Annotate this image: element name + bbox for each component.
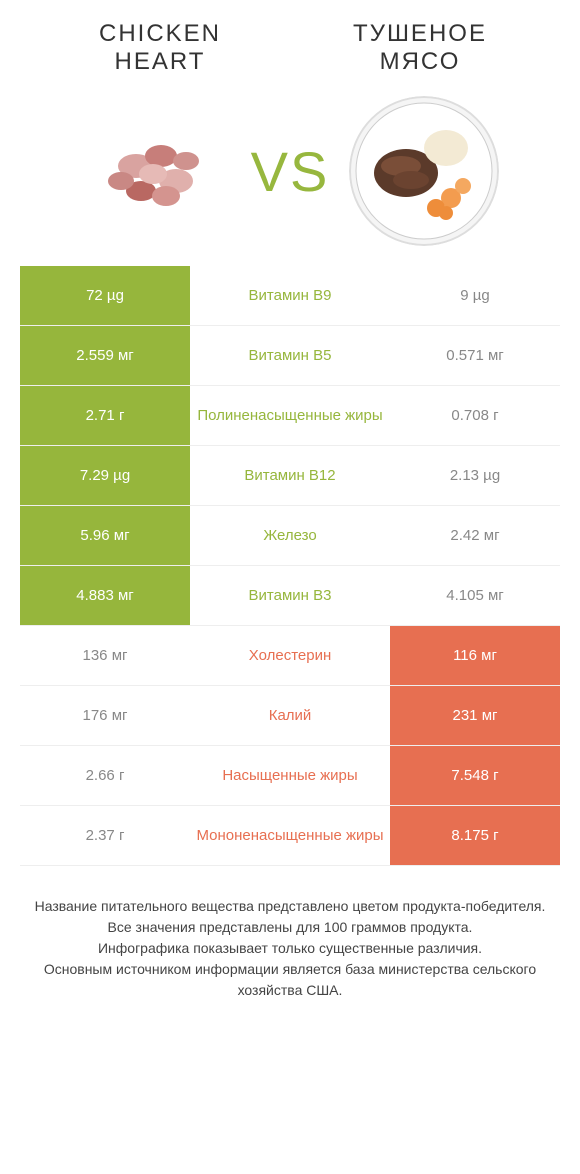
left-value-cell: 5.96 мг <box>20 506 190 565</box>
nutrient-name-cell: Витамин B3 <box>190 566 390 625</box>
right-value-cell: 4.105 мг <box>390 566 560 625</box>
footer-line: Название питательного вещества представл… <box>20 896 560 917</box>
left-value-cell: 2.71 г <box>20 386 190 445</box>
nutrient-name-cell: Железо <box>190 506 390 565</box>
left-product-image <box>81 96 231 246</box>
nutrient-name-cell: Витамин B12 <box>190 446 390 505</box>
table-row: 5.96 мгЖелезо2.42 мг <box>20 506 560 566</box>
table-row: 2.37 гМононенасыщенные жиры8.175 г <box>20 806 560 866</box>
left-value-cell: 4.883 мг <box>20 566 190 625</box>
nutrient-name-cell: Насыщенные жиры <box>190 746 390 805</box>
left-product-title: CHICKEN HEART <box>50 20 270 76</box>
right-value-cell: 9 µg <box>390 266 560 325</box>
nutrient-name-cell: Витамин B9 <box>190 266 390 325</box>
vs-row: VS <box>0 86 580 266</box>
footer-text: Название питательного вещества представл… <box>0 866 580 1011</box>
nutrient-name-cell: Холестерин <box>190 626 390 685</box>
footer-line: Основным источником информации является … <box>20 959 560 1001</box>
nutrient-name-cell: Мононенасыщенные жиры <box>190 806 390 865</box>
left-value-cell: 72 µg <box>20 266 190 325</box>
left-value-cell: 2.559 мг <box>20 326 190 385</box>
left-value-cell: 2.66 г <box>20 746 190 805</box>
table-row: 4.883 мгВитамин B34.105 мг <box>20 566 560 626</box>
header: CHICKEN HEART ТУШЕНОЕ МЯСО <box>0 0 580 86</box>
table-row: 136 мгХолестерин116 мг <box>20 626 560 686</box>
vs-label: VS <box>251 139 330 204</box>
right-value-cell: 0.708 г <box>390 386 560 445</box>
right-value-cell: 231 мг <box>390 686 560 745</box>
left-value-cell: 7.29 µg <box>20 446 190 505</box>
right-product-image <box>349 96 499 246</box>
left-value-cell: 176 мг <box>20 686 190 745</box>
left-value-cell: 2.37 г <box>20 806 190 865</box>
nutrient-name-cell: Витамин B5 <box>190 326 390 385</box>
right-value-cell: 2.13 µg <box>390 446 560 505</box>
table-row: 2.559 мгВитамин B50.571 мг <box>20 326 560 386</box>
right-product-title: ТУШЕНОЕ МЯСО <box>310 20 530 76</box>
table-row: 72 µgВитамин B99 µg <box>20 266 560 326</box>
table-row: 2.66 гНасыщенные жиры7.548 г <box>20 746 560 806</box>
right-value-cell: 2.42 мг <box>390 506 560 565</box>
table-row: 7.29 µgВитамин B122.13 µg <box>20 446 560 506</box>
left-value-cell: 136 мг <box>20 626 190 685</box>
comparison-table: 72 µgВитамин B99 µg2.559 мгВитамин B50.5… <box>20 266 560 866</box>
footer-line: Инфографика показывает только существенн… <box>20 938 560 959</box>
nutrient-name-cell: Полиненасыщенные жиры <box>190 386 390 445</box>
table-row: 2.71 гПолиненасыщенные жиры0.708 г <box>20 386 560 446</box>
nutrient-name-cell: Калий <box>190 686 390 745</box>
table-row: 176 мгКалий231 мг <box>20 686 560 746</box>
right-value-cell: 7.548 г <box>390 746 560 805</box>
right-value-cell: 0.571 мг <box>390 326 560 385</box>
right-value-cell: 8.175 г <box>390 806 560 865</box>
right-value-cell: 116 мг <box>390 626 560 685</box>
footer-line: Все значения представлены для 100 граммо… <box>20 917 560 938</box>
